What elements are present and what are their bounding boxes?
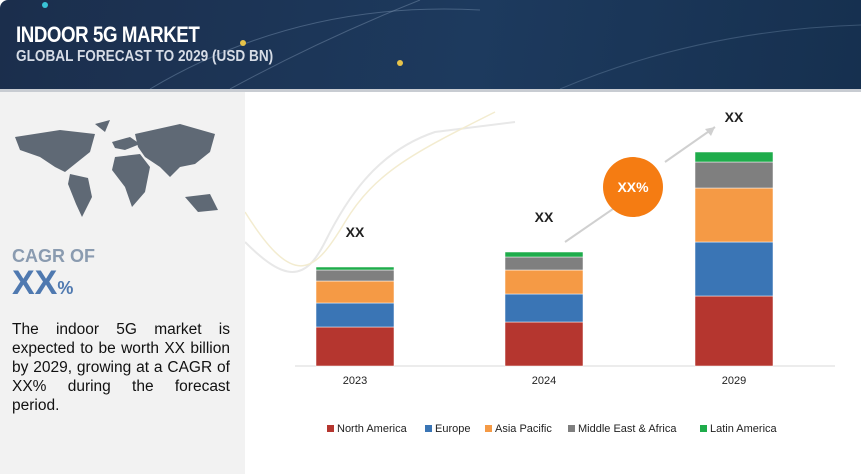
legend-swatch <box>700 425 707 432</box>
legend-swatch <box>568 425 575 432</box>
header-banner: INDOOR 5G MARKET GLOBAL FORECAST TO 2029… <box>0 0 861 89</box>
bar-segment-europe-2029 <box>694 241 774 297</box>
divider <box>0 89 861 92</box>
cagr-badge-label: XX% <box>617 179 649 195</box>
bar-segment-north-america-2023 <box>315 326 395 367</box>
decorative-curve <box>245 111 496 267</box>
legend-label: Middle East & Africa <box>578 423 677 435</box>
bar-segment-middle-east-africa-2024 <box>504 256 584 271</box>
summary-panel: CAGR OF XX% The indoor 5G market is expe… <box>0 92 245 474</box>
bar-segment-latin-america-2023 <box>315 266 395 271</box>
x-tick-label: 2023 <box>343 375 367 387</box>
stacked-bar-chart: XX% XX 2023 XX 2024 XX 2029 North America Euro… <box>245 109 835 435</box>
bar-total-label: XX <box>725 109 744 125</box>
growth-arrow-upper <box>664 126 716 163</box>
market-description: The indoor 5G market is expected to be w… <box>12 321 230 414</box>
bar-total-label: XX <box>535 209 554 225</box>
bar-segment-north-america-2024 <box>504 321 584 367</box>
legend-swatch <box>425 425 432 432</box>
cagr-label: CAGR OF <box>12 246 95 266</box>
world-map-icon <box>15 120 218 217</box>
page-subtitle: GLOBAL FORECAST TO 2029 (USD BN) <box>16 48 274 65</box>
x-tick-label: 2024 <box>532 375 556 387</box>
legend-label: Asia Pacific <box>495 423 552 435</box>
decorative-curve <box>245 121 516 273</box>
bar-segment-middle-east-africa-2029 <box>694 161 774 189</box>
bar-segment-europe-2023 <box>315 302 395 328</box>
cagr-badge <box>603 157 663 217</box>
legend-swatch <box>485 425 492 432</box>
legend-label: Europe <box>435 423 470 435</box>
bar-total-label: XX <box>346 224 365 240</box>
bar-segment-asia-pacific-2024 <box>504 269 584 295</box>
decorative-light-streaks <box>42 0 861 89</box>
bar-segment-latin-america-2029 <box>694 151 774 163</box>
legend-label: North America <box>337 423 408 435</box>
bar-segment-middle-east-africa-2023 <box>315 269 395 282</box>
page-title: INDOOR 5G MARKET <box>16 22 200 47</box>
x-tick-label: 2029 <box>722 375 746 387</box>
bar-segment-latin-america-2024 <box>504 251 584 258</box>
legend-label: Latin America <box>710 423 778 435</box>
bar-segment-europe-2024 <box>504 293 584 323</box>
bar-segment-asia-pacific-2023 <box>315 280 395 304</box>
legend-swatch <box>327 425 334 432</box>
arrow-head-icon <box>705 127 715 136</box>
cagr-value: XX% <box>12 264 74 302</box>
bar-segment-north-america-2029 <box>694 295 774 367</box>
bar-segment-asia-pacific-2029 <box>694 187 774 243</box>
